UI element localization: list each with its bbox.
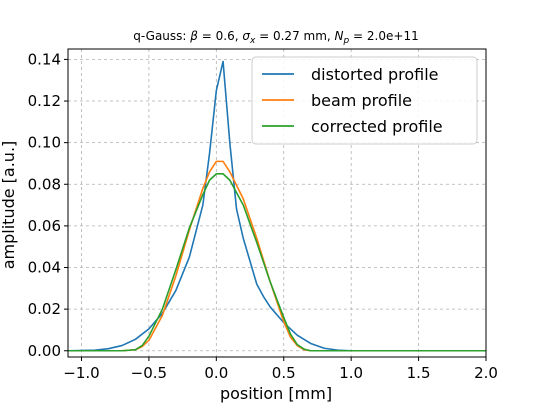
legend: distorted profile beam profile corrected p… bbox=[251, 56, 478, 145]
series-line-1 bbox=[67, 60, 486, 352]
legend-label: beam profile bbox=[311, 91, 412, 110]
y-tick-label: 0.10 bbox=[28, 134, 61, 152]
y-tick-label: 0.12 bbox=[28, 92, 61, 110]
series-line-2 bbox=[68, 160, 486, 352]
plot-frame bbox=[67, 48, 487, 358]
y-axis-label: amplitude [a.u.] bbox=[0, 141, 18, 270]
x-tick-label: 1.0 bbox=[339, 364, 363, 382]
x-tick-label: −1.0 bbox=[63, 364, 99, 382]
plot-series bbox=[67, 60, 486, 352]
x-tick-label: 2.0 bbox=[474, 364, 498, 382]
y-tick-label: 0.06 bbox=[28, 217, 61, 235]
legend-label: distorted profile bbox=[311, 65, 438, 84]
y-tick-label: 0.00 bbox=[28, 342, 61, 360]
x-tick-label: 0.5 bbox=[272, 364, 296, 382]
y-tick-label: 0.04 bbox=[28, 259, 61, 277]
tick-marks: −1.0 −0.5 0.0 0.5 1.0 1.5 2.0 0.00 0.02 0.04 0.06 0… bbox=[28, 50, 498, 382]
y-tick-label: 0.02 bbox=[28, 300, 61, 318]
x-tick-label: 1.5 bbox=[407, 364, 431, 382]
chart-title: q-Gauss: β = 0.6, σx = 0.27 mm, Np = 2.0… bbox=[133, 29, 418, 46]
legend-box bbox=[251, 56, 478, 145]
legend-label: corrected profile bbox=[311, 117, 443, 136]
series-line-3 bbox=[68, 173, 486, 352]
plot-axes bbox=[67, 48, 487, 358]
y-tick-label: 0.08 bbox=[28, 175, 61, 193]
x-axis-label: position [mm] bbox=[220, 384, 332, 403]
x-tick-label: 0.0 bbox=[204, 364, 228, 382]
x-tick-label: −0.5 bbox=[131, 364, 167, 382]
y-tick-label: 0.14 bbox=[28, 50, 61, 68]
